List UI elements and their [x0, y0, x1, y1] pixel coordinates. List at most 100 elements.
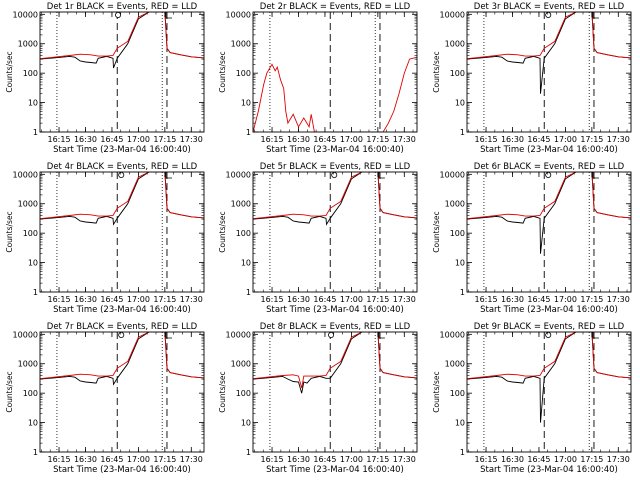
- y-tick-label: 1: [33, 448, 38, 457]
- y-tick-label: 1: [246, 288, 251, 297]
- panel-title: Det 7r BLACK = Events, RED = LLD: [47, 322, 198, 332]
- series-line-lld: [467, 332, 631, 380]
- plot-frame: [39, 171, 205, 293]
- series-line-lld: [467, 172, 631, 220]
- panel-title: Det 9r BLACK = Events, RED = LLD: [474, 322, 625, 332]
- series-line-lld: [40, 12, 204, 60]
- plot-frame: [252, 171, 418, 293]
- y-axis-label: Counts/sec: [5, 51, 14, 92]
- x-tick-label: 17:15: [580, 295, 603, 304]
- x-tick-label: 17:30: [180, 135, 203, 144]
- y-tick-label: 1: [460, 288, 465, 297]
- x-tick-label: 16:30: [74, 135, 97, 144]
- x-tick-label: 17:00: [127, 455, 150, 464]
- y-tick-label: 10000: [440, 170, 465, 179]
- y-tick-label: 1000: [231, 40, 251, 49]
- x-tick-label: 17:30: [393, 135, 416, 144]
- x-tick-label: 16:45: [527, 135, 550, 144]
- y-tick-label: 100: [450, 229, 465, 238]
- y-tick-label: 100: [23, 389, 38, 398]
- gap-marker-bracket: [592, 172, 599, 179]
- panel-det-4r: Det 4r BLACK = Events, RED = LLD 1 10 100 10…: [5, 162, 205, 315]
- y-tick-label: 1000: [445, 40, 465, 49]
- x-tick-label: 16:15: [48, 135, 71, 144]
- series-line-lld: [253, 172, 417, 220]
- y-tick-label: 1000: [18, 40, 38, 49]
- x-tick-label: 16:15: [261, 295, 284, 304]
- y-tick-label: 100: [450, 69, 465, 78]
- plot-frame: [252, 11, 418, 133]
- panel-title: Det 4r BLACK = Events, RED = LLD: [47, 162, 198, 172]
- gap-marker-bracket: [592, 12, 599, 19]
- x-tick-label: 17:15: [153, 455, 176, 464]
- y-axis-label: Counts/sec: [218, 211, 227, 252]
- panel-det-5r: Det 5r BLACK = Events, RED = LLD 1 10 100 10…: [218, 162, 418, 315]
- y-tick-label: 1000: [231, 200, 251, 209]
- x-tick-label: 16:45: [527, 455, 550, 464]
- gap-marker-circle: [545, 171, 552, 178]
- x-axis-label: Start Time (23-Mar-04 16:00:40): [53, 305, 191, 315]
- y-tick-label: 100: [236, 229, 251, 238]
- x-tick-label: 16:45: [313, 455, 336, 464]
- series-line-events: [40, 12, 204, 69]
- panel-det-9r: Det 9r BLACK = Events, RED = LLD 1 10 100 10…: [432, 322, 632, 475]
- y-tick-label: 10000: [13, 170, 38, 179]
- x-tick-label: 17:30: [607, 295, 630, 304]
- plot-frame: [39, 331, 205, 453]
- gap-marker-bracket: [592, 332, 599, 339]
- series-line-lld: [40, 332, 204, 380]
- x-tick-label: 17:00: [127, 135, 150, 144]
- x-tick-label: 16:45: [100, 455, 123, 464]
- gap-marker-circle: [118, 331, 125, 338]
- plot-frame: [39, 11, 205, 133]
- x-tick-label: 17:00: [554, 135, 577, 144]
- y-axis-label: Counts/sec: [432, 371, 441, 412]
- y-tick-label: 1: [460, 128, 465, 137]
- y-tick-label: 1: [246, 448, 251, 457]
- x-tick-label: 17:30: [180, 455, 203, 464]
- y-axis-label: Counts/sec: [218, 51, 227, 92]
- y-tick-label: 100: [236, 69, 251, 78]
- y-tick-label: 1000: [445, 200, 465, 209]
- plot-frame: [466, 331, 632, 453]
- gap-marker-circle: [328, 331, 335, 338]
- x-tick-label: 16:30: [501, 295, 524, 304]
- y-axis-label: Counts/sec: [5, 371, 14, 412]
- series-line-events: [467, 172, 631, 254]
- x-axis-label: Start Time (23-Mar-04 16:00:40): [480, 465, 618, 475]
- y-tick-label: 10000: [13, 330, 38, 339]
- panel-det-8r: Det 8r BLACK = Events, RED = LLD 1 10 100 10…: [218, 322, 418, 475]
- y-tick-label: 10: [455, 99, 465, 108]
- y-axis-label: Counts/sec: [432, 211, 441, 252]
- x-tick-label: 16:15: [475, 135, 498, 144]
- y-tick-label: 10000: [226, 10, 251, 19]
- x-tick-label: 16:30: [501, 135, 524, 144]
- x-tick-label: 16:15: [48, 295, 71, 304]
- y-tick-label: 1000: [18, 200, 38, 209]
- x-tick-label: 17:15: [153, 295, 176, 304]
- x-tick-label: 17:30: [607, 135, 630, 144]
- x-tick-label: 17:15: [366, 295, 389, 304]
- x-tick-label: 17:00: [554, 295, 577, 304]
- series-line-events: [467, 12, 631, 94]
- panel-det-7r: Det 7r BLACK = Events, RED = LLD 1 10 100 10…: [5, 322, 205, 475]
- x-tick-label: 16:45: [313, 135, 336, 144]
- y-axis-label: Counts/sec: [218, 371, 227, 412]
- panel-title: Det 8r BLACK = Events, RED = LLD: [260, 322, 411, 332]
- y-axis-label: Counts/sec: [432, 51, 441, 92]
- y-tick-label: 1: [460, 448, 465, 457]
- panel-title: Det 2r BLACK = Events, RED = LLD: [260, 2, 411, 12]
- series-line-events: [467, 332, 631, 423]
- x-tick-label: 17:30: [393, 295, 416, 304]
- gap-marker-circle: [115, 11, 122, 18]
- y-tick-label: 100: [23, 229, 38, 238]
- series-line-lld: [467, 12, 631, 60]
- y-tick-label: 1000: [445, 360, 465, 369]
- x-tick-label: 17:15: [366, 135, 389, 144]
- gap-marker-circle: [118, 171, 125, 178]
- plot-frame: [466, 171, 632, 293]
- series-line-lld: [253, 332, 417, 389]
- x-axis-label: Start Time (23-Mar-04 16:00:40): [53, 145, 191, 155]
- gap-marker-bracket: [165, 332, 172, 339]
